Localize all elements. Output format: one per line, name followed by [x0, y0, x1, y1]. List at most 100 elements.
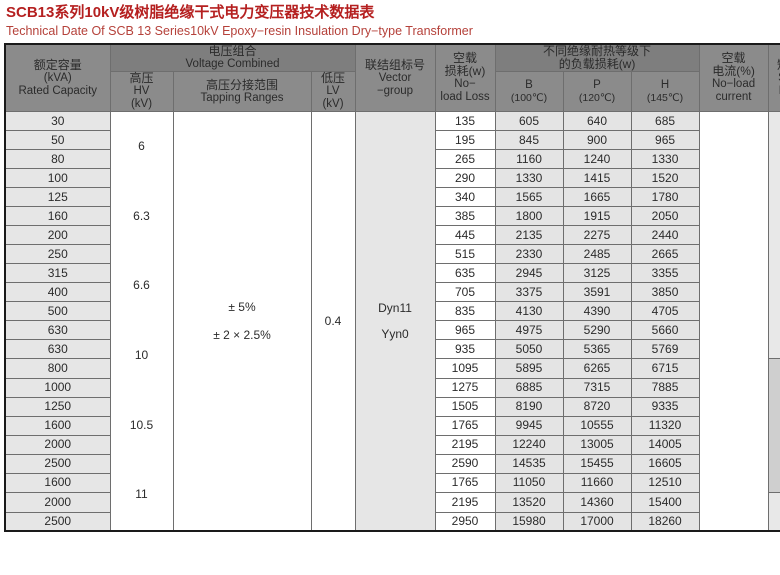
cell-load-loss-p: 3125: [562, 263, 632, 283]
col-class-h: H (145℃): [630, 71, 700, 112]
cell-load-loss-p: 4390: [562, 301, 632, 321]
cell-rated-capacity: 2000: [4, 491, 111, 513]
cell-load-loss-p: 15455: [562, 453, 632, 474]
table-row: 2000 2195 12240 13005 14005: [4, 434, 780, 455]
cell-impedance: 6.0: [767, 358, 780, 493]
cell-noload-loss: 340: [434, 187, 496, 207]
cell-rated-capacity: 100: [4, 168, 111, 188]
cell-rated-capacity: 250: [4, 244, 111, 264]
cell-impedance: 4.0: [767, 111, 780, 359]
cell-load-loss-p: 17000: [562, 511, 632, 532]
table-row: 2500 2590 14535 15455 16605: [4, 453, 780, 474]
voltage-combined-en: Voltage Combined: [185, 58, 280, 70]
cell-lv-value: 0.4: [310, 111, 356, 532]
hv-value: 6: [138, 139, 145, 153]
col-class-b: B (100℃): [494, 71, 564, 112]
lv-cn: 低压: [321, 71, 346, 85]
cell-rated-capacity: 80: [4, 149, 111, 169]
cell-rated-capacity: 1250: [4, 396, 111, 417]
cell-rated-capacity: 30: [4, 111, 111, 131]
hv-value-stack: 6 6.3 6.6 10 10.5 11: [111, 112, 173, 530]
cell-load-loss-b: 2330: [494, 244, 564, 264]
col-impedance: 短路阻抗(%) Short−circuit Impendance: [767, 43, 780, 112]
hv-value: 6.6: [133, 278, 150, 293]
cell-load-loss-h: 685: [630, 111, 700, 131]
cell-noload-loss: 1275: [434, 377, 496, 398]
cell-noload-loss: 2590: [434, 453, 496, 474]
cell-noload-loss: 1505: [434, 396, 496, 417]
cell-load-loss-h: 1520: [630, 168, 700, 188]
cell-load-loss-h: 9335: [630, 396, 700, 417]
cell-load-loss-h: 3850: [630, 282, 700, 302]
cell-load-loss-b: 1160: [494, 149, 564, 169]
vector-en: Vector: [378, 71, 412, 84]
cell-rated-capacity: 200: [4, 225, 111, 245]
cell-rated-capacity: 1600: [4, 415, 111, 436]
noload-current-cn2: 电流(%): [712, 64, 755, 78]
noload-loss-cn: 空载: [453, 51, 478, 65]
cell-load-loss-p: 640: [562, 111, 632, 131]
table-body: 30 6 6.3 6.6 10 10.5 11 ± 5% ± 2 × 2.5% 0.4 Dyn11 Y…: [4, 111, 780, 532]
page-title-en: Technical Date Of SCB 13 Series10kV Epox…: [6, 24, 473, 38]
cell-load-loss-b: 1800: [494, 206, 564, 226]
cell-rated-capacity: 1000: [4, 377, 111, 398]
cell-load-loss-b: 5895: [494, 358, 564, 379]
col-rated-capacity: 额定容量 (kVA) Rated Capacity: [4, 43, 111, 112]
noload-current-cn: 空载: [721, 51, 746, 65]
class-p-temp: (120℃): [578, 91, 616, 104]
class-h-temp: (145℃): [646, 91, 684, 104]
table-row: 125 340 1565 1665 1780: [4, 187, 780, 207]
vector-value: Yyn0: [381, 327, 409, 342]
cell-noload-loss: 135: [434, 111, 496, 131]
cell-load-loss-b: 845: [494, 130, 564, 150]
cell-load-loss-b: 4975: [494, 320, 564, 340]
cell-load-loss-p: 5365: [562, 339, 632, 359]
cell-load-loss-b: 12240: [494, 434, 564, 455]
cell-load-loss-h: 1330: [630, 149, 700, 169]
cell-load-loss-b: 605: [494, 111, 564, 131]
voltage-combined-cn: 电压组合: [208, 44, 257, 58]
cell-load-loss-b: 1565: [494, 187, 564, 207]
table-header: 额定容量 (kVA) Rated Capacity 电压组合 Voltage C…: [4, 43, 780, 112]
cell-load-loss-p: 1915: [562, 206, 632, 226]
cell-noload-loss: 195: [434, 130, 496, 150]
cell-noload-loss: 290: [434, 168, 496, 188]
cell-load-loss-p: 1665: [562, 187, 632, 207]
tapping-value: ± 5%: [228, 300, 256, 315]
cell-noload-loss: 935: [434, 339, 496, 359]
cell-load-loss-h: 11320: [630, 415, 700, 436]
cell-noload-loss: 2195: [434, 434, 496, 455]
tapping-value-stack: ± 5% ± 2 × 2.5%: [174, 293, 311, 349]
cell-rated-capacity: 2500: [4, 453, 111, 474]
cell-load-loss-p: 5290: [562, 320, 632, 340]
cell-load-loss-p: 1415: [562, 168, 632, 188]
class-b-temp: (100℃): [510, 91, 548, 104]
class-h-label: H: [660, 78, 670, 91]
class-b-label: B: [525, 78, 533, 91]
rated-capacity-unit: (kVA): [43, 71, 72, 84]
noload-loss-cn2: 损耗(w): [444, 64, 486, 78]
table-row: 30 6 6.3 6.6 10 10.5 11 ± 5% ± 2 × 2.5% 0.4 Dyn11 Y…: [4, 111, 780, 532]
cell-load-loss-h: 2440: [630, 225, 700, 245]
cell-rated-capacity: 400: [4, 282, 111, 302]
cell-load-loss-b: 15980: [494, 511, 564, 532]
cell-noload-loss: 2950: [434, 511, 496, 532]
impedance-cn: 短路阻抗(%): [769, 58, 780, 72]
cell-load-loss-h: 3355: [630, 263, 700, 283]
cell-load-loss-p: 13005: [562, 434, 632, 455]
hv-value: 10.5: [129, 417, 154, 432]
vector-value: Dyn11: [378, 301, 412, 316]
cell-rated-capacity: 500: [4, 301, 111, 321]
title-block: SCB13系列10kV级树脂绝缘干式电力变压器技术数据表 Technical D…: [0, 0, 780, 39]
lv-en: LV: [326, 85, 340, 97]
cell-rated-capacity: 1600: [4, 472, 111, 493]
table-row: 200 445 2135 2275 2440: [4, 225, 780, 245]
cell-load-loss-p: 3591: [562, 282, 632, 302]
cell-load-loss-h: 6715: [630, 358, 700, 379]
impedance-en2: Impendance: [769, 85, 780, 98]
cell-load-loss-h: 1780: [630, 187, 700, 207]
col-voltage-combined: 电压组合 Voltage Combined: [109, 43, 356, 72]
cell-load-loss-h: 965: [630, 130, 700, 150]
